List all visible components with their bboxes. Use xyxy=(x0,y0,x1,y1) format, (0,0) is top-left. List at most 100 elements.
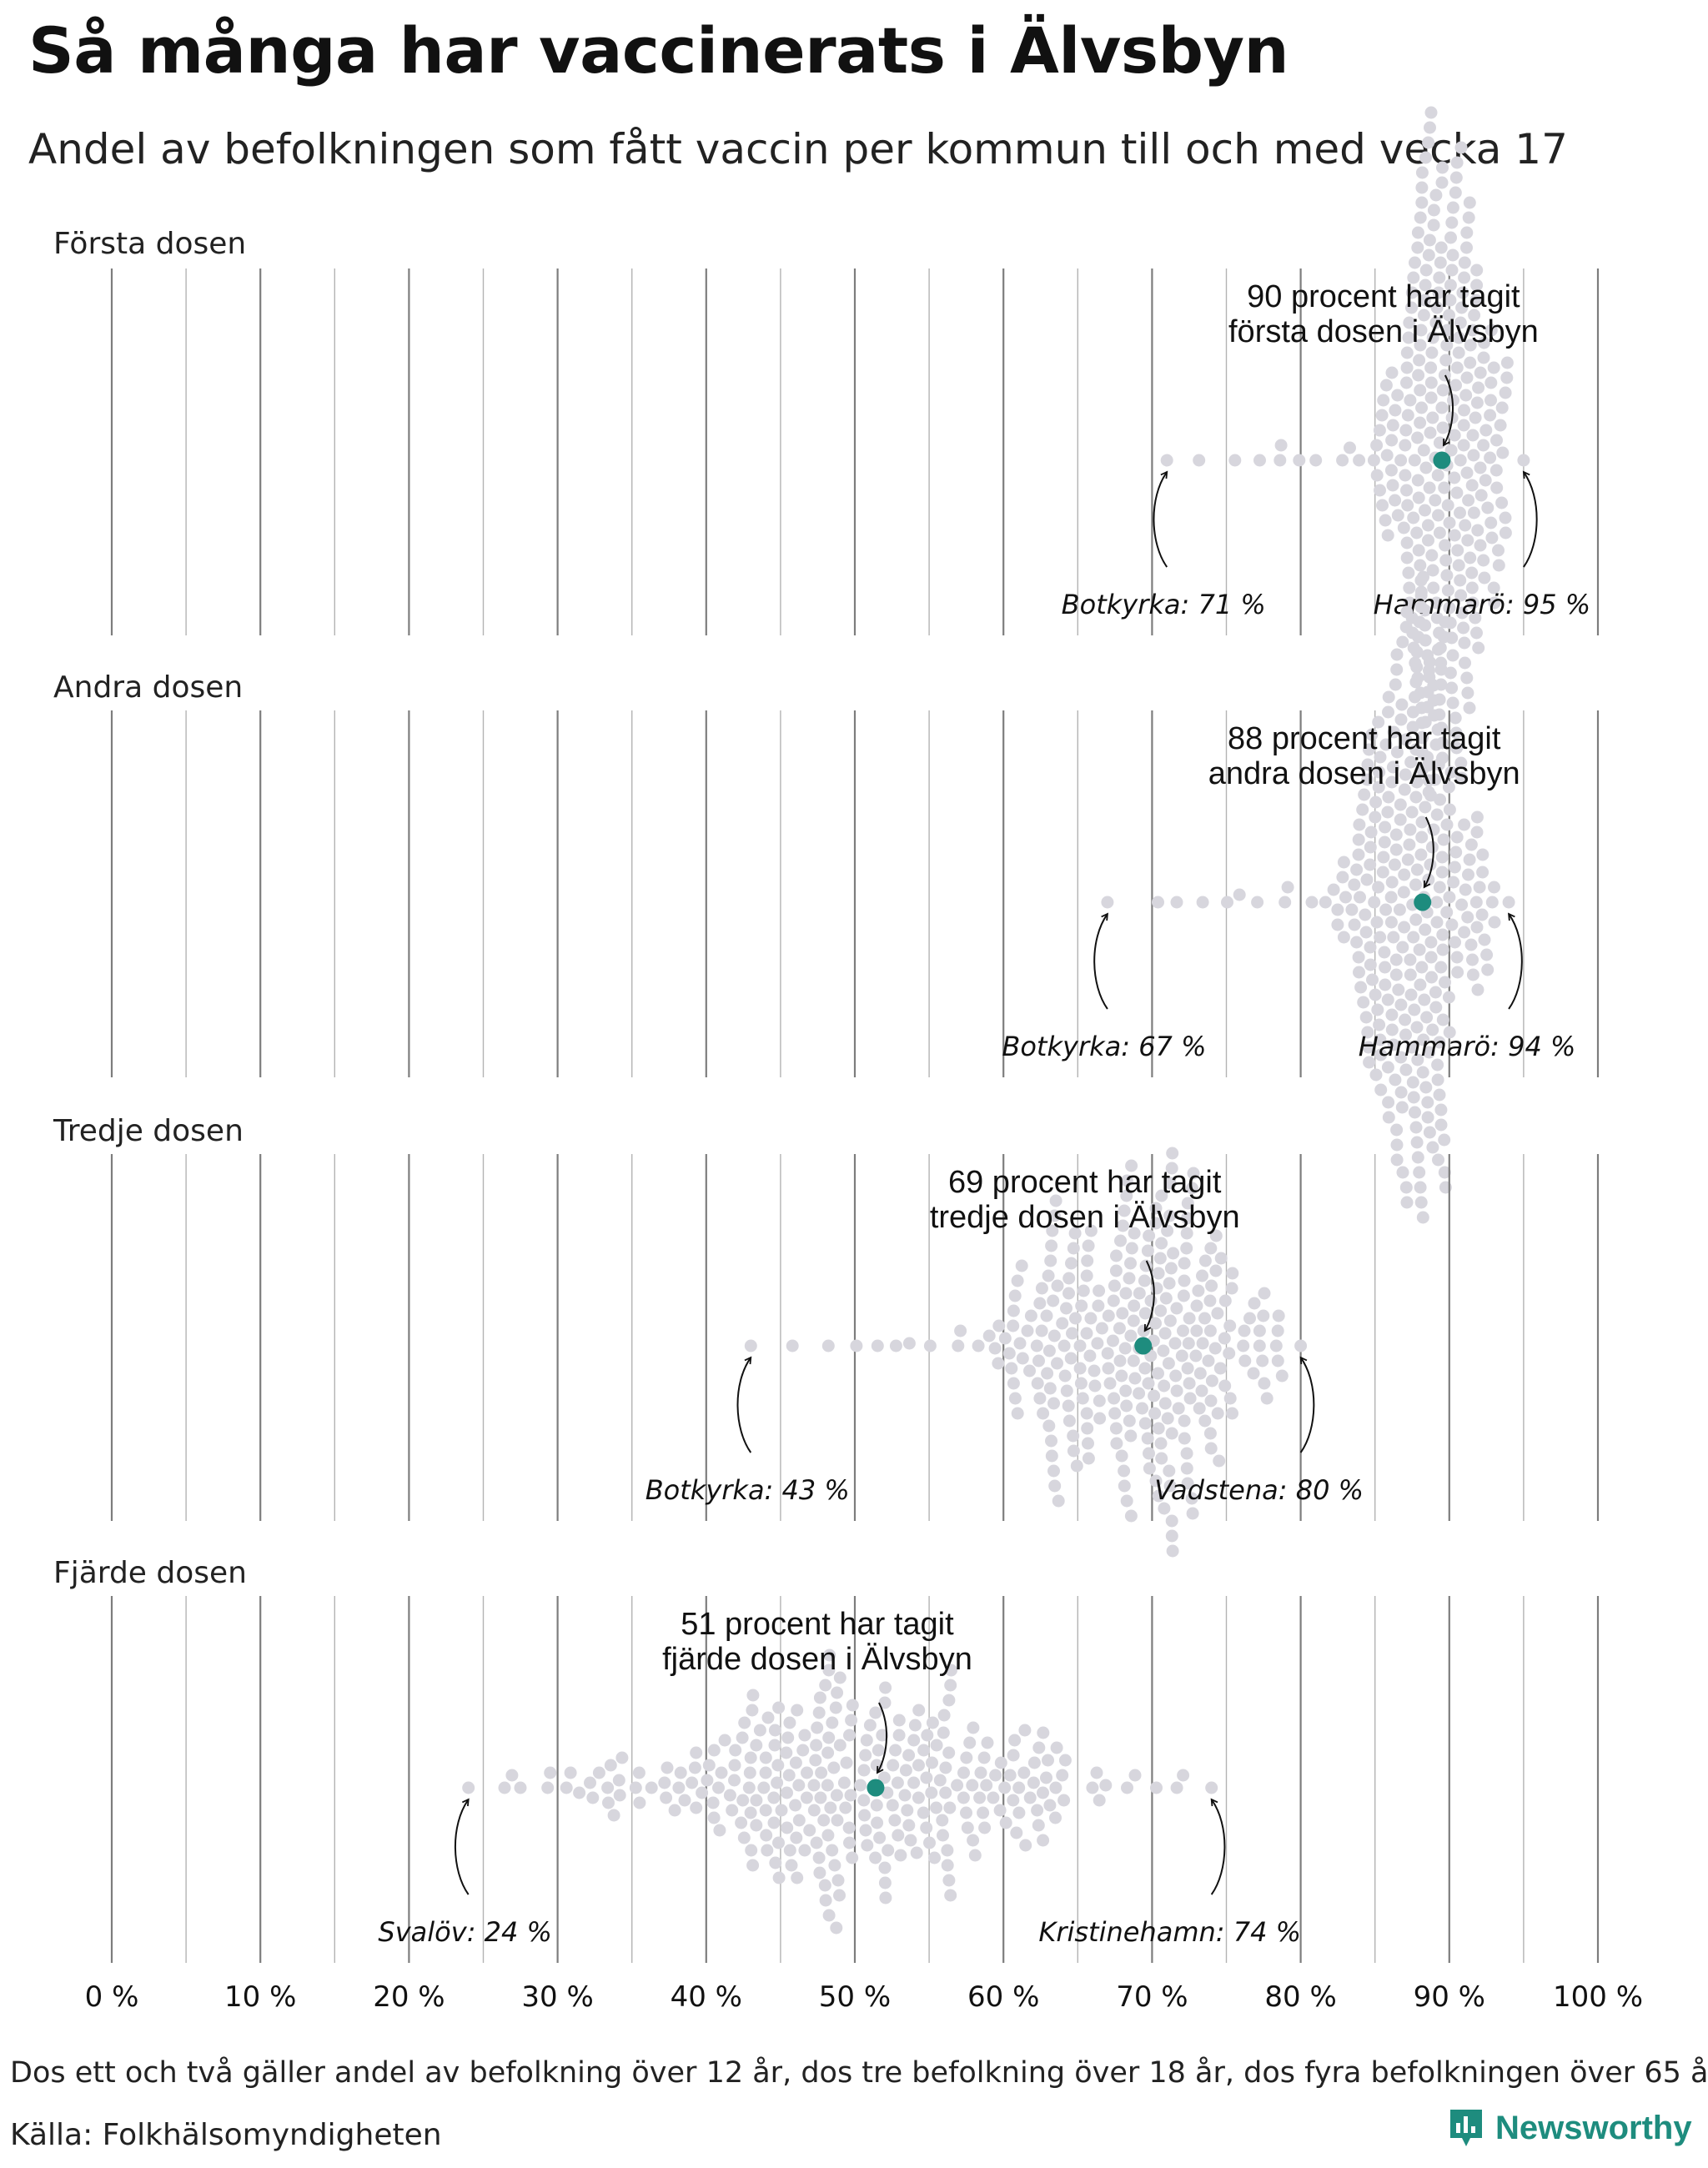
municipality-dot xyxy=(1432,1153,1444,1167)
municipality-dot xyxy=(941,1859,954,1872)
municipality-dot xyxy=(1177,1769,1190,1782)
municipality-dot xyxy=(1062,1287,1075,1300)
municipality-dot xyxy=(1414,1181,1427,1194)
municipality-dot xyxy=(1163,1177,1177,1190)
municipality-dot xyxy=(1400,376,1413,389)
municipality-dot xyxy=(1479,424,1493,437)
municipality-dot xyxy=(1398,921,1411,934)
municipality-dot xyxy=(877,1771,891,1784)
municipality-dot xyxy=(951,1779,964,1792)
municipality-dot xyxy=(1490,434,1503,447)
municipality-dot xyxy=(1367,454,1380,467)
municipality-dot xyxy=(889,1744,902,1757)
municipality-dot xyxy=(1238,1324,1251,1337)
municipality-dot xyxy=(1057,1794,1071,1807)
municipality-dot xyxy=(1411,1053,1424,1066)
municipality-dot xyxy=(1404,953,1417,966)
municipality-dot xyxy=(1075,1299,1088,1312)
municipality-dot xyxy=(1488,881,1500,894)
municipality-dot xyxy=(772,1701,786,1714)
municipality-dot xyxy=(1466,324,1479,337)
municipality-dot xyxy=(1465,479,1479,492)
municipality-dot xyxy=(1390,648,1404,661)
municipality-dot xyxy=(737,1831,751,1844)
municipality-dot xyxy=(824,1801,837,1814)
municipality-dot xyxy=(1401,499,1414,512)
municipality-dot xyxy=(1406,720,1419,734)
municipality-dot xyxy=(961,1821,974,1834)
municipality-dot xyxy=(1274,439,1288,452)
municipality-dot xyxy=(1424,426,1437,439)
municipality-dot xyxy=(792,1814,806,1827)
municipality-dot xyxy=(1057,1339,1071,1352)
highlight-dot-alvsbyn[interactable] xyxy=(1134,1337,1153,1355)
municipality-dot xyxy=(771,1776,784,1789)
municipality-dot xyxy=(1042,1344,1056,1358)
municipality-dot xyxy=(1154,1437,1168,1450)
municipality-dot xyxy=(1012,1781,1026,1794)
municipality-dot xyxy=(1218,1332,1231,1345)
municipality-dot xyxy=(1481,501,1494,514)
municipality-dot xyxy=(1381,1061,1394,1074)
highlight-dot-alvsbyn[interactable] xyxy=(1414,893,1432,911)
municipality-dot xyxy=(1384,916,1398,929)
highlight-annotation: 88 procent har tagit andra dosen i Älvsby… xyxy=(1208,721,1520,791)
municipality-dot xyxy=(1177,1289,1190,1302)
municipality-dot xyxy=(1366,973,1379,986)
municipality-dot xyxy=(1431,1073,1444,1087)
municipality-dot xyxy=(937,1709,951,1722)
municipality-dot xyxy=(1403,838,1416,851)
highlight-dot-alvsbyn[interactable] xyxy=(1433,451,1451,469)
municipality-dot xyxy=(1386,479,1399,492)
municipality-dot xyxy=(1047,1397,1060,1410)
municipality-dot xyxy=(674,1766,687,1779)
municipality-dot xyxy=(887,1759,900,1772)
municipality-dot xyxy=(1118,1342,1132,1355)
municipality-dot xyxy=(1471,524,1484,537)
municipality-dot xyxy=(1423,1046,1436,1059)
municipality-dot xyxy=(1444,765,1458,779)
municipality-dot xyxy=(1116,1307,1129,1320)
municipality-dot xyxy=(1035,1282,1048,1295)
highlight-dot-alvsbyn[interactable] xyxy=(867,1779,885,1797)
municipality-dot xyxy=(1037,1834,1050,1847)
municipality-dot xyxy=(1331,918,1344,931)
municipality-dot xyxy=(1165,1529,1178,1543)
arrow-icon xyxy=(1522,470,1538,568)
municipality-dot xyxy=(1457,621,1470,635)
municipality-dot xyxy=(952,1339,965,1352)
municipality-dot xyxy=(1394,713,1408,726)
municipality-dot xyxy=(892,1829,905,1842)
municipality-dot xyxy=(1420,1011,1434,1024)
municipality-dot xyxy=(1350,936,1364,949)
municipality-dot xyxy=(1379,961,1392,974)
municipality-dot xyxy=(1352,833,1365,846)
municipality-dot xyxy=(1392,983,1405,996)
municipality-dot xyxy=(1187,1167,1200,1180)
municipality-dot xyxy=(789,1756,802,1769)
municipality-dot xyxy=(1426,331,1439,344)
municipality-dot xyxy=(1444,231,1457,244)
municipality-dot xyxy=(1434,256,1447,269)
municipality-dot xyxy=(1170,1781,1183,1794)
arrow-icon xyxy=(1093,912,1108,1010)
municipality-dot xyxy=(817,1814,831,1827)
municipality-dot xyxy=(1468,309,1481,322)
municipality-dot xyxy=(1470,263,1484,277)
municipality-dot xyxy=(1116,1219,1129,1232)
municipality-dot xyxy=(1070,1459,1083,1473)
panel-4: Fjärde dosen 51 procent har tagit fjärde d… xyxy=(53,1556,1600,1963)
municipality-dot xyxy=(1058,1369,1072,1383)
municipality-dot xyxy=(1414,848,1428,861)
municipality-dot xyxy=(1149,1217,1163,1230)
brand-logo[interactable]: Newsworthy xyxy=(1447,2108,1692,2148)
municipality-dot xyxy=(1024,1309,1037,1322)
municipality-dot xyxy=(1073,1339,1087,1352)
municipality-dot xyxy=(1461,534,1474,547)
municipality-dot xyxy=(1458,636,1471,650)
municipality-dot xyxy=(1458,926,1471,939)
municipality-dot xyxy=(544,1766,557,1779)
municipality-dot xyxy=(833,1671,846,1684)
municipality-dot xyxy=(1170,896,1183,909)
municipality-dot xyxy=(1198,1414,1212,1428)
